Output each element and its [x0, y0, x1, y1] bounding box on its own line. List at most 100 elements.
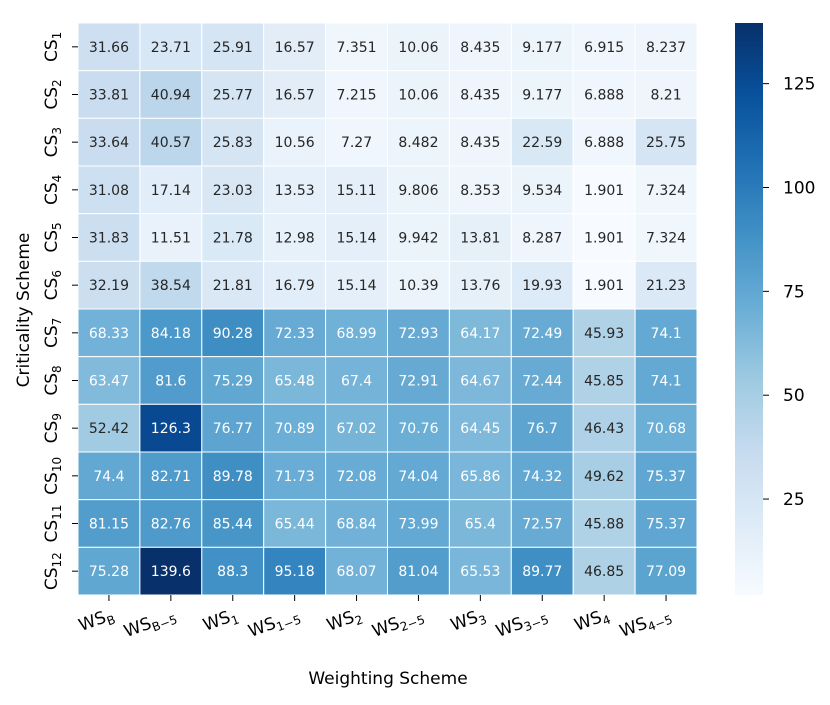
heatmap-cell — [387, 546, 450, 596]
cell-value-label: 64.67 — [460, 374, 500, 390]
y-axis-label: Criticality Scheme — [14, 233, 34, 388]
cell-value-label: 8.435 — [460, 40, 500, 56]
heatmap-cell — [201, 117, 265, 167]
heatmap-cell — [387, 213, 450, 262]
heatmap-cell — [201, 499, 265, 548]
y-tick-labels: CS1 CS2 CS3 CS4 CS5 CS6 CS7 CS8 CS9 CS10 CS11 CS12 — [42, 32, 78, 590]
cell-value-label: 90.28 — [213, 326, 253, 342]
x-tick-label: WS1 — [200, 605, 241, 638]
heatmap-cell — [634, 499, 698, 548]
heatmap-cells: 31.66 23.71 25.91 16.57 7.351 10.06 8.435 9.177… — [77, 22, 698, 596]
heatmap-cell — [387, 356, 450, 405]
y-tick-label: CS5 — [42, 222, 64, 252]
cell-value-label: 9.534 — [522, 183, 562, 199]
heatmap-cell — [634, 403, 698, 453]
cell-value-label: 13.53 — [275, 183, 315, 199]
x-tick-label: WS3 — [448, 605, 489, 638]
cell-value-label: 45.93 — [584, 326, 624, 342]
heatmap-cell — [201, 22, 265, 72]
heatmap-cell — [572, 165, 636, 215]
cell-value-label: 45.85 — [584, 374, 624, 390]
cell-value-label: 72.57 — [522, 517, 562, 533]
cell-value-label: 89.78 — [213, 469, 253, 485]
cell-value-label: 25.91 — [213, 40, 253, 56]
cell-value-label: 11.51 — [151, 231, 191, 247]
heatmap-cell — [325, 117, 389, 167]
cell-value-label: 89.77 — [522, 564, 562, 580]
heatmap-cell — [139, 22, 203, 72]
cell-value-label: 46.85 — [584, 564, 624, 580]
heatmap-cell — [634, 22, 698, 72]
cell-value-label: 23.71 — [151, 40, 191, 56]
heatmap-cell — [572, 403, 636, 453]
heatmap-cell — [325, 499, 389, 548]
cell-value-label: 32.19 — [89, 278, 129, 294]
y-tick-label: CS9 — [42, 413, 64, 443]
heatmap-cell — [448, 165, 512, 215]
x-tick-label: WS2−5 — [370, 605, 427, 644]
heatmap-cell — [263, 308, 327, 358]
cell-value-label: 49.62 — [584, 469, 624, 485]
cell-value-label: 72.33 — [275, 326, 315, 342]
heatmap-cell — [634, 165, 698, 215]
cell-value-label: 15.14 — [337, 278, 377, 294]
cell-value-label: 65.48 — [275, 374, 315, 390]
y-tick-label: CS6 — [42, 270, 64, 300]
x-tick-label: WS4 — [572, 605, 613, 638]
heatmap-cell — [139, 403, 203, 453]
colorbar-tick-label: 50 — [783, 386, 805, 406]
heatmap-cell — [572, 356, 636, 405]
cell-value-label: 22.59 — [522, 135, 562, 151]
cell-value-label: 8.435 — [460, 135, 500, 151]
cell-value-label: 72.44 — [522, 374, 562, 390]
heatmap-cell — [510, 308, 574, 358]
heatmap-cell — [77, 308, 141, 358]
cell-value-label: 70.76 — [398, 421, 438, 437]
heatmap-cell — [448, 213, 512, 262]
x-tick-label: WS3−5 — [493, 605, 550, 644]
heatmap-cell — [201, 260, 265, 310]
colorbar-tick-label: 125 — [783, 75, 815, 95]
heatmap-cell — [263, 356, 327, 405]
cell-value-label: 85.44 — [213, 517, 253, 533]
cell-value-label: 8.353 — [460, 183, 500, 199]
heatmap-cell — [387, 451, 450, 501]
heatmap-cell — [263, 260, 327, 310]
cell-value-label: 10.56 — [275, 135, 315, 151]
cell-value-label: 16.57 — [275, 88, 315, 104]
heatmap-cell — [448, 117, 512, 167]
cell-value-label: 1.901 — [584, 183, 624, 199]
cell-value-label: 75.29 — [213, 374, 253, 390]
x-tick-label: WS4−5 — [617, 605, 674, 644]
heatmap-cell — [387, 70, 450, 119]
heatmap-cell — [510, 546, 574, 596]
cell-value-label: 68.84 — [337, 517, 377, 533]
cell-value-label: 1.901 — [584, 278, 624, 294]
cell-value-label: 8.237 — [646, 40, 686, 56]
heatmap-cell — [139, 117, 203, 167]
heatmap-cell — [325, 356, 389, 405]
cell-value-label: 65.44 — [275, 517, 315, 533]
cell-value-label: 25.77 — [213, 88, 253, 104]
heatmap-cell — [572, 213, 636, 262]
cell-value-label: 9.177 — [522, 40, 562, 56]
heatmap-cell — [510, 356, 574, 405]
cell-value-label: 38.54 — [151, 278, 191, 294]
heatmap-cell — [77, 22, 141, 72]
y-tick-label: CS1 — [42, 32, 64, 62]
cell-value-label: 74.1 — [650, 326, 681, 342]
cell-value-label: 46.43 — [584, 421, 624, 437]
y-tick-label: CS4 — [42, 175, 64, 205]
heatmap-cell — [448, 403, 512, 453]
cell-value-label: 6.915 — [584, 40, 624, 56]
heatmap-cell — [139, 356, 203, 405]
cell-value-label: 68.99 — [337, 326, 377, 342]
cell-value-label: 126.3 — [151, 421, 191, 437]
y-tick-label: CS8 — [42, 365, 64, 395]
cell-value-label: 7.351 — [337, 40, 377, 56]
cell-value-label: 52.42 — [89, 421, 129, 437]
cell-value-label: 75.28 — [89, 564, 129, 580]
colorbar: 25 50 75 100 125 — [735, 23, 815, 595]
cell-value-label: 19.93 — [522, 278, 562, 294]
